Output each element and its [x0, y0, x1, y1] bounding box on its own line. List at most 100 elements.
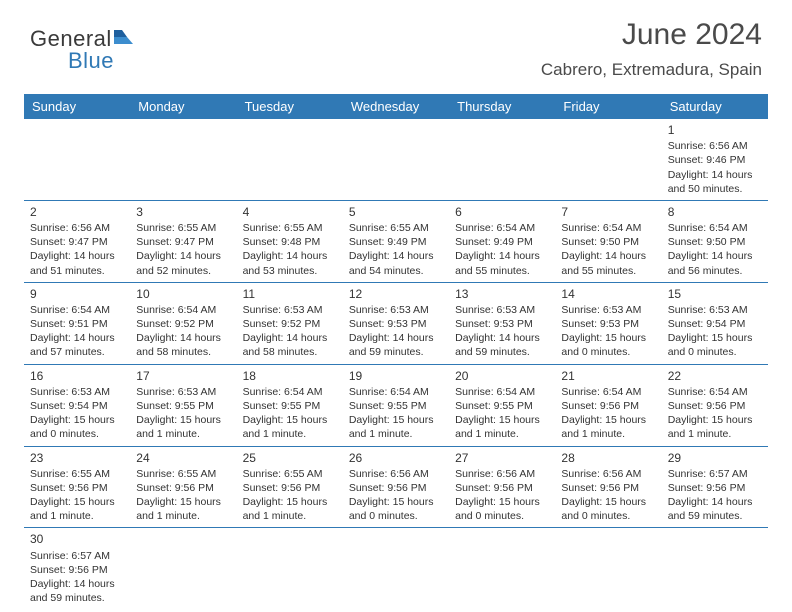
daylight-text: and 55 minutes.	[455, 264, 549, 278]
sunrise-text: Sunrise: 6:57 AM	[30, 549, 124, 563]
sunrise-text: Sunrise: 6:54 AM	[243, 385, 337, 399]
daylight-text: Daylight: 15 hours	[136, 413, 230, 427]
sunrise-text: Sunrise: 6:54 AM	[455, 221, 549, 235]
daylight-text: Daylight: 14 hours	[136, 331, 230, 345]
daylight-text: and 1 minute.	[668, 427, 762, 441]
daylight-text: and 0 minutes.	[349, 509, 443, 523]
sunset-text: Sunset: 9:47 PM	[30, 235, 124, 249]
daylight-text: Daylight: 15 hours	[668, 413, 762, 427]
calendar-cell: 8Sunrise: 6:54 AMSunset: 9:50 PMDaylight…	[662, 200, 768, 282]
calendar-cell: 4Sunrise: 6:55 AMSunset: 9:48 PMDaylight…	[237, 200, 343, 282]
daylight-text: Daylight: 14 hours	[349, 249, 443, 263]
sunrise-text: Sunrise: 6:53 AM	[561, 303, 655, 317]
day-number: 4	[243, 204, 337, 220]
daylight-text: Daylight: 14 hours	[243, 331, 337, 345]
day-number: 25	[243, 450, 337, 466]
daylight-text: and 58 minutes.	[243, 345, 337, 359]
title-block: June 2024 Cabrero, Extremadura, Spain	[541, 18, 762, 80]
sunrise-text: Sunrise: 6:53 AM	[30, 385, 124, 399]
sunset-text: Sunset: 9:56 PM	[243, 481, 337, 495]
calendar-cell	[449, 528, 555, 609]
sunrise-text: Sunrise: 6:54 AM	[136, 303, 230, 317]
calendar-cell: 15Sunrise: 6:53 AMSunset: 9:54 PMDayligh…	[662, 282, 768, 364]
col-thursday: Thursday	[449, 94, 555, 119]
sunset-text: Sunset: 9:56 PM	[561, 481, 655, 495]
sunset-text: Sunset: 9:56 PM	[30, 563, 124, 577]
sunset-text: Sunset: 9:50 PM	[561, 235, 655, 249]
daylight-text: Daylight: 14 hours	[668, 249, 762, 263]
daylight-text: and 1 minute.	[30, 509, 124, 523]
sunrise-text: Sunrise: 6:54 AM	[30, 303, 124, 317]
calendar-cell: 18Sunrise: 6:54 AMSunset: 9:55 PMDayligh…	[237, 364, 343, 446]
calendar-row: 16Sunrise: 6:53 AMSunset: 9:54 PMDayligh…	[24, 364, 768, 446]
sunrise-text: Sunrise: 6:53 AM	[136, 385, 230, 399]
col-friday: Friday	[555, 94, 661, 119]
sunrise-text: Sunrise: 6:57 AM	[668, 467, 762, 481]
sunset-text: Sunset: 9:53 PM	[349, 317, 443, 331]
sunrise-text: Sunrise: 6:53 AM	[455, 303, 549, 317]
day-number: 15	[668, 286, 762, 302]
sunset-text: Sunset: 9:48 PM	[243, 235, 337, 249]
sunset-text: Sunset: 9:51 PM	[30, 317, 124, 331]
calendar-cell: 10Sunrise: 6:54 AMSunset: 9:52 PMDayligh…	[130, 282, 236, 364]
calendar-cell: 25Sunrise: 6:55 AMSunset: 9:56 PMDayligh…	[237, 446, 343, 528]
daylight-text: Daylight: 14 hours	[30, 249, 124, 263]
calendar-cell	[555, 528, 661, 609]
daylight-text: Daylight: 14 hours	[561, 249, 655, 263]
calendar-cell	[237, 119, 343, 200]
sunset-text: Sunset: 9:56 PM	[30, 481, 124, 495]
sunset-text: Sunset: 9:54 PM	[668, 317, 762, 331]
sunset-text: Sunset: 9:46 PM	[668, 153, 762, 167]
logo-text-blue: Blue	[68, 48, 114, 73]
col-sunday: Sunday	[24, 94, 130, 119]
daylight-text: Daylight: 15 hours	[243, 413, 337, 427]
day-number: 26	[349, 450, 443, 466]
day-number: 22	[668, 368, 762, 384]
day-number: 16	[30, 368, 124, 384]
daylight-text: Daylight: 14 hours	[30, 331, 124, 345]
sunrise-text: Sunrise: 6:54 AM	[668, 221, 762, 235]
calendar-cell	[24, 119, 130, 200]
daylight-text: and 56 minutes.	[668, 264, 762, 278]
sunrise-text: Sunrise: 6:55 AM	[349, 221, 443, 235]
day-number: 14	[561, 286, 655, 302]
sunset-text: Sunset: 9:52 PM	[243, 317, 337, 331]
daylight-text: Daylight: 15 hours	[349, 495, 443, 509]
sunset-text: Sunset: 9:56 PM	[136, 481, 230, 495]
sunset-text: Sunset: 9:55 PM	[349, 399, 443, 413]
sunrise-text: Sunrise: 6:56 AM	[561, 467, 655, 481]
day-number: 7	[561, 204, 655, 220]
sunrise-text: Sunrise: 6:53 AM	[349, 303, 443, 317]
sunrise-text: Sunrise: 6:54 AM	[668, 385, 762, 399]
calendar-table: Sunday Monday Tuesday Wednesday Thursday…	[24, 94, 768, 609]
calendar-cell	[555, 119, 661, 200]
day-number: 27	[455, 450, 549, 466]
daylight-text: and 51 minutes.	[30, 264, 124, 278]
sunrise-text: Sunrise: 6:55 AM	[30, 467, 124, 481]
day-number: 9	[30, 286, 124, 302]
sunrise-text: Sunrise: 6:56 AM	[668, 139, 762, 153]
daylight-text: and 0 minutes.	[561, 509, 655, 523]
sunset-text: Sunset: 9:52 PM	[136, 317, 230, 331]
calendar-cell: 1Sunrise: 6:56 AMSunset: 9:46 PMDaylight…	[662, 119, 768, 200]
calendar-cell: 30Sunrise: 6:57 AMSunset: 9:56 PMDayligh…	[24, 528, 130, 609]
sunset-text: Sunset: 9:56 PM	[668, 399, 762, 413]
calendar-cell: 24Sunrise: 6:55 AMSunset: 9:56 PMDayligh…	[130, 446, 236, 528]
daylight-text: and 57 minutes.	[30, 345, 124, 359]
sunset-text: Sunset: 9:56 PM	[349, 481, 443, 495]
daylight-text: Daylight: 14 hours	[455, 331, 549, 345]
day-number: 6	[455, 204, 549, 220]
sunrise-text: Sunrise: 6:54 AM	[561, 221, 655, 235]
daylight-text: Daylight: 15 hours	[30, 495, 124, 509]
daylight-text: and 1 minute.	[243, 427, 337, 441]
calendar-cell: 27Sunrise: 6:56 AMSunset: 9:56 PMDayligh…	[449, 446, 555, 528]
daylight-text: and 53 minutes.	[243, 264, 337, 278]
sunrise-text: Sunrise: 6:56 AM	[455, 467, 549, 481]
calendar-row: 30Sunrise: 6:57 AMSunset: 9:56 PMDayligh…	[24, 528, 768, 609]
sunset-text: Sunset: 9:55 PM	[455, 399, 549, 413]
sunrise-text: Sunrise: 6:54 AM	[349, 385, 443, 399]
daylight-text: and 1 minute.	[561, 427, 655, 441]
daylight-text: and 1 minute.	[349, 427, 443, 441]
calendar-cell: 26Sunrise: 6:56 AMSunset: 9:56 PMDayligh…	[343, 446, 449, 528]
daylight-text: Daylight: 14 hours	[668, 168, 762, 182]
